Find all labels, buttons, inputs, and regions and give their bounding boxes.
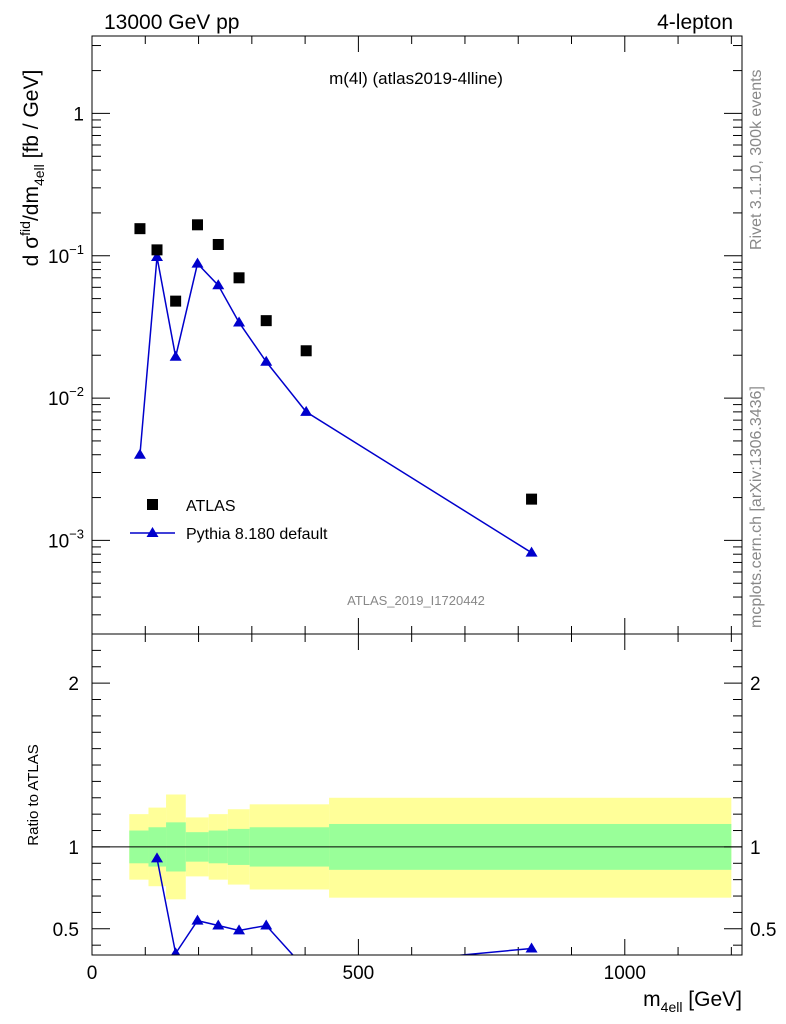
- ratio-ticks: 0.5 0.5 1 1 2 2 0 500 1000: [53, 634, 776, 984]
- ylabel-dm: /dm: [20, 186, 43, 221]
- ratio-pythia-point: [212, 919, 225, 930]
- main-y-tick-label: 10−3: [48, 526, 84, 552]
- ratio-pythia-point: [260, 919, 273, 930]
- main-y-axis-title: d σfid/dm4ell [fb / GeV]: [17, 70, 47, 267]
- xlabel-units: [GeV]: [688, 988, 742, 1011]
- x-tick-label: 1000: [604, 963, 646, 984]
- ratio-y-tick-label-left: 2: [68, 674, 79, 695]
- ratio-pythia-line: [156, 858, 532, 955]
- source-url-label: mcplots.cern.ch [arXiv:1306.3436]: [748, 386, 765, 628]
- ylabel-d: d: [20, 255, 43, 267]
- ratio-pythia-point: [525, 942, 538, 953]
- main-panel: 1 10−1 10−2 10−3 m(4l) (atlas2019-4lline) A…: [17, 35, 743, 635]
- x-axis-title: m4ell [GeV]: [643, 988, 742, 1015]
- ratio-pythia-point: [233, 924, 246, 935]
- ratio-pythia-point: [171, 947, 181, 955]
- legend-pythia-label: Pythia 8.180 default: [186, 526, 328, 543]
- atlas-point: [170, 295, 182, 307]
- pythia-point: [525, 546, 538, 557]
- legend-pythia-marker: [146, 527, 159, 537]
- ratio-panel: 0.5 0.5 1 1 2 2 0 500 1000 Ratio to ATLAS m4ell …: [25, 633, 776, 1015]
- pythia-point: [300, 405, 313, 416]
- plot-title: m(4l) (atlas2019-4lline): [329, 69, 503, 88]
- xlabel-main: m: [643, 988, 661, 1011]
- atlas-point: [151, 244, 163, 256]
- ratio-y-tick-label-left: 0.5: [53, 920, 79, 941]
- main-y-tick-label: 1: [73, 104, 84, 125]
- main-y-tick-label: 10−2: [48, 384, 84, 410]
- ratio-pythia-point: [151, 852, 163, 863]
- atlas-point: [191, 219, 203, 231]
- pythia-point: [133, 448, 146, 459]
- ylabel-fid: fid: [17, 221, 33, 236]
- pythia-point: [191, 257, 204, 268]
- x-tick-label: 0: [87, 963, 98, 984]
- ratio-y-tick-label-right: 1: [750, 838, 761, 859]
- rivet-version-label: Rivet 3.1.10, 300k events: [748, 69, 765, 250]
- ylabel-units: [fb / GeV]: [20, 70, 43, 159]
- pythia-point: [260, 355, 273, 366]
- ratio-y-tick-label-right: 0.5: [750, 920, 776, 941]
- atlas-point: [300, 345, 312, 357]
- ratio-y-tick-label-left: 1: [68, 838, 79, 859]
- ratio-pythia-point: [191, 914, 204, 925]
- header-process-label: 4-lepton: [657, 11, 733, 34]
- main-series: [133, 219, 538, 557]
- ratio-uncertainty-bands: [92, 794, 742, 900]
- legend-atlas-marker: [147, 499, 158, 510]
- analysis-watermark: ATLAS_2019_I1720442: [347, 593, 485, 608]
- main-frame: [91, 35, 743, 635]
- atlas-point: [134, 223, 146, 235]
- pythia-point: [169, 350, 182, 361]
- pythia-point: [151, 251, 163, 262]
- ratio-pythia-point: [300, 964, 312, 974]
- atlas-point: [233, 272, 245, 284]
- ratio-y-axis-title: Ratio to ATLAS: [25, 744, 42, 845]
- ylabel-sigma: σ: [20, 236, 43, 249]
- ratio-y-tick-label-right: 2: [750, 674, 761, 695]
- header-beam-label: 13000 GeV pp: [104, 11, 239, 34]
- atlas-point: [526, 493, 538, 505]
- pythia-point: [233, 316, 246, 327]
- xlabel-subscript: 4ell: [661, 999, 683, 1015]
- legend-atlas-label: ATLAS: [186, 498, 236, 515]
- ratio-series: [151, 852, 538, 974]
- main-ticks: 1 10−1 10−2 10−3: [48, 36, 742, 634]
- ratio-series-group: [151, 852, 538, 974]
- legend: ATLAS Pythia 8.180 default: [130, 498, 328, 543]
- pythia-point: [212, 279, 225, 290]
- ratio-frame: [91, 633, 743, 956]
- atlas-point: [212, 238, 224, 250]
- main-y-tick-label: 10−1: [48, 242, 84, 268]
- atlas-point: [260, 315, 272, 327]
- ylabel-subscript: 4ell: [31, 164, 47, 186]
- x-tick-label: 500: [343, 963, 375, 984]
